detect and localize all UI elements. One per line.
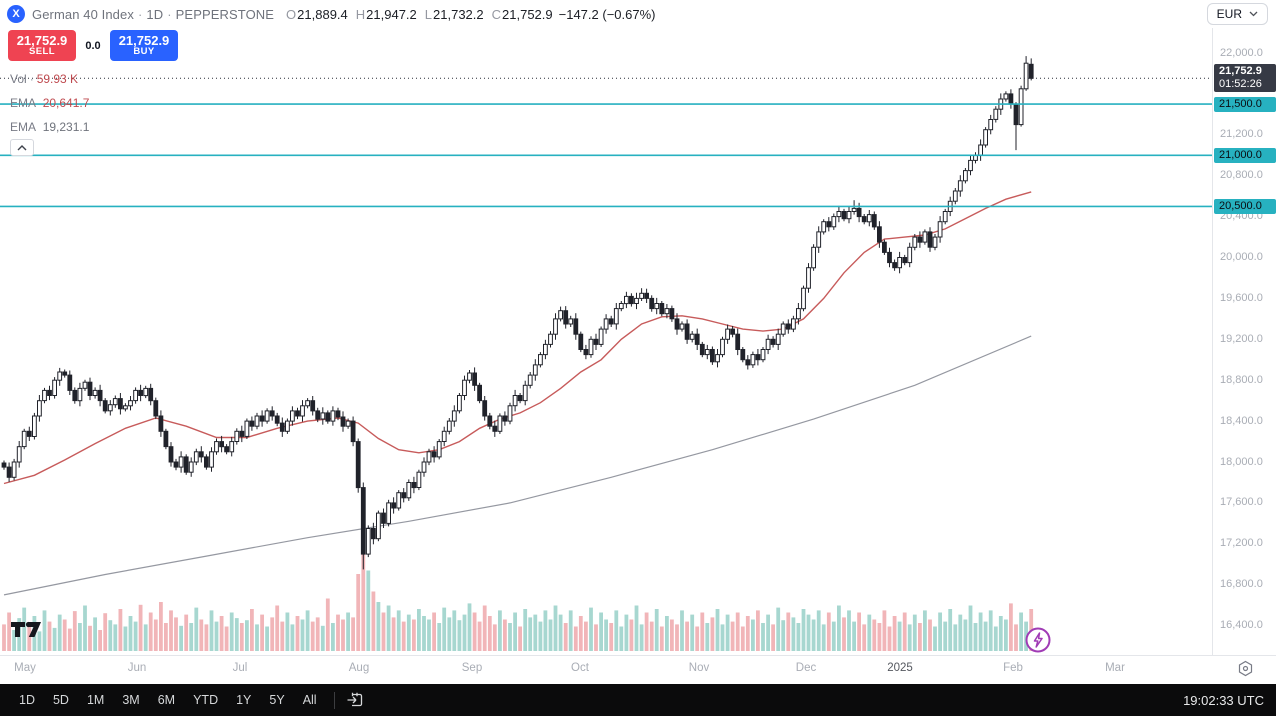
trade-panel: 21,752.9 SELL 0.0 21,752.9 BUY	[8, 30, 178, 61]
last-price-value: 21,752.9	[1219, 64, 1262, 77]
time-axis-label: Feb	[1003, 662, 1023, 674]
ema-slow-line	[3, 335, 1032, 596]
candlestick-series	[1, 56, 1034, 570]
buy-price: 21,752.9	[118, 32, 170, 48]
volume-legend-value: 59.93 K	[36, 72, 79, 86]
price-tick: 18,800.0	[1220, 373, 1263, 386]
bar-countdown: 01:52:26	[1219, 78, 1262, 91]
range-button-ytd[interactable]: YTD	[193, 693, 219, 707]
last-price-badge: 21,752.9 01:52:26	[1214, 64, 1276, 93]
price-tick: 17,200.0	[1220, 537, 1263, 550]
chevron-down-icon	[1249, 11, 1258, 17]
time-axis-label: Dec	[795, 662, 817, 674]
symbol-name[interactable]: German 40 Index	[32, 6, 134, 22]
sell-label: SELL	[29, 46, 55, 58]
axis-settings-gear-icon[interactable]	[1237, 660, 1254, 677]
price-axis[interactable]: 22,000.0 21,200.0 20,800.0 20,400.0 20,000.0…	[1212, 0, 1276, 655]
buy-label: BUY	[133, 46, 155, 58]
lightning-icon[interactable]	[1024, 626, 1052, 654]
sell-price: 21,752.9	[16, 32, 68, 48]
legend-separator: ·	[29, 72, 34, 86]
price-tick: 20,800.0	[1220, 169, 1263, 182]
collapse-legend-button[interactable]	[10, 139, 34, 156]
chart-canvas[interactable]	[0, 28, 1212, 655]
high-value: 21,947.2	[366, 6, 417, 22]
ema-fast-label: EMA	[10, 96, 37, 110]
time-axis-label: May	[14, 662, 36, 674]
symbol-logo-icon: X	[7, 5, 25, 23]
price-tick: 19,600.0	[1220, 291, 1263, 304]
currency-code: EUR	[1216, 7, 1242, 21]
timeframe-label[interactable]: 1D	[146, 6, 164, 22]
range-button-5y[interactable]: 5Y	[269, 693, 285, 707]
price-tick: 18,000.0	[1220, 455, 1263, 468]
price-tick: 16,800.0	[1220, 578, 1263, 591]
clock-timezone[interactable]: 19:02:33 UTC	[1183, 692, 1264, 708]
price-tick: 18,400.0	[1220, 414, 1263, 427]
volume-legend-label: Vol	[10, 72, 27, 86]
level-price-badge[interactable]: 21,500.0	[1214, 96, 1276, 112]
ohlc-readout: O21,889.4 H21,947.2 L21,732.2 C21,752.9	[286, 7, 553, 22]
volume-series	[2, 546, 1034, 651]
open-value: 21,889.4	[297, 6, 348, 22]
ema-fast-legend[interactable]: EMA 20,641.7	[10, 96, 89, 110]
open-key: O	[286, 6, 297, 22]
range-button-6m[interactable]: 6M	[157, 693, 176, 707]
go-to-date-button[interactable]	[345, 690, 365, 710]
chevron-up-icon	[17, 144, 27, 150]
sell-button[interactable]: 21,752.9 SELL	[8, 30, 76, 61]
broker-label: PEPPERSTONE	[175, 6, 275, 22]
date-range-switcher: 1D 5D 1M 3M 6M YTD 1Y 5Y All	[12, 690, 324, 710]
ema-fast-value: 20,641.7	[42, 96, 90, 110]
bottom-toolbar: 1D 5D 1M 3M 6M YTD 1Y 5Y All 19:02:33 UTC	[0, 684, 1276, 716]
buy-button[interactable]: 21,752.9 BUY	[110, 30, 178, 61]
low-key: L	[424, 6, 433, 22]
tradingview-logo	[11, 621, 41, 637]
ema-slow-legend[interactable]: EMA 19,231.1	[10, 120, 89, 134]
symbol-title[interactable]: German 40 Index · 1D · PEPPERSTONE	[32, 7, 274, 22]
calendar-goto-icon	[347, 692, 362, 707]
title-separator: ·	[167, 6, 172, 22]
range-button-5d[interactable]: 5D	[52, 693, 69, 707]
toolbar-divider	[333, 691, 335, 709]
time-axis-label: 2025	[887, 662, 913, 674]
close-key: C	[491, 6, 502, 22]
level-price-badge[interactable]: 20,500.0	[1214, 198, 1276, 214]
level-price-badge[interactable]: 21,000.0	[1214, 147, 1276, 163]
ema-slow-value: 19,231.1	[42, 120, 90, 134]
range-button-all[interactable]: All	[302, 693, 317, 707]
volume-legend[interactable]: Vol · 59.93 K	[10, 72, 78, 86]
close-value: 21,752.9	[502, 6, 553, 22]
time-axis-label: Nov	[688, 662, 710, 674]
currency-selector[interactable]: EUR	[1206, 3, 1268, 25]
time-axis-label: Jul	[232, 662, 248, 674]
title-separator: ·	[137, 6, 143, 22]
time-axis-label: Jun	[127, 662, 147, 674]
price-tick: 19,200.0	[1220, 332, 1263, 345]
range-button-1d[interactable]: 1D	[19, 693, 35, 707]
time-axis-label: Oct	[571, 662, 589, 674]
range-button-1m[interactable]: 1M	[86, 693, 105, 707]
time-axis-label: Sep	[461, 662, 483, 674]
change-readout: −147.2 (−0.67%)	[558, 6, 656, 22]
price-tick: 20,000.0	[1220, 251, 1263, 263]
price-tick: 22,000.0	[1220, 46, 1263, 59]
chart-header: X German 40 Index · 1D · PEPPERSTONE O21,889…	[0, 0, 1276, 28]
low-value: 21,732.2	[433, 6, 484, 22]
price-tick: 16,400.0	[1220, 619, 1263, 632]
price-tick: 21,200.0	[1220, 128, 1263, 141]
price-tick: 17,600.0	[1220, 496, 1263, 509]
high-key: H	[355, 6, 366, 22]
time-axis[interactable]: May Jun Jul Aug Sep Oct Nov Dec 2025 Feb Mar	[0, 655, 1276, 684]
spread-value: 0.0	[85, 39, 101, 52]
range-button-3m[interactable]: 3M	[122, 693, 140, 707]
ema-slow-label: EMA	[10, 120, 37, 134]
time-axis-label: Aug	[348, 662, 370, 674]
time-axis-label: Mar	[1105, 662, 1125, 674]
range-button-1y[interactable]: 1Y	[236, 693, 252, 707]
